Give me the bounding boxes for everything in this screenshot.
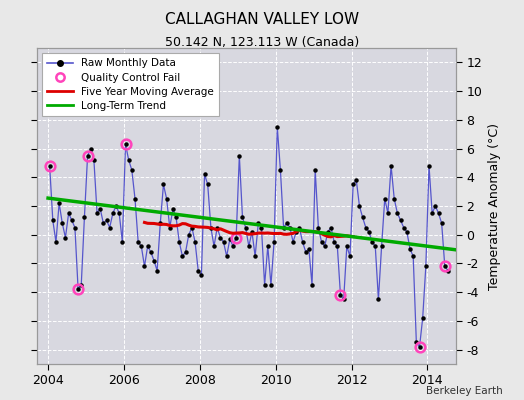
Y-axis label: Temperature Anomaly (°C): Temperature Anomaly (°C): [488, 122, 501, 290]
Text: CALLAGHAN VALLEY LOW: CALLAGHAN VALLEY LOW: [165, 12, 359, 27]
Text: 50.142 N, 123.113 W (Canada): 50.142 N, 123.113 W (Canada): [165, 36, 359, 49]
Text: Berkeley Earth: Berkeley Earth: [427, 386, 503, 396]
Legend: Raw Monthly Data, Quality Control Fail, Five Year Moving Average, Long-Term Tren: Raw Monthly Data, Quality Control Fail, …: [42, 53, 220, 116]
